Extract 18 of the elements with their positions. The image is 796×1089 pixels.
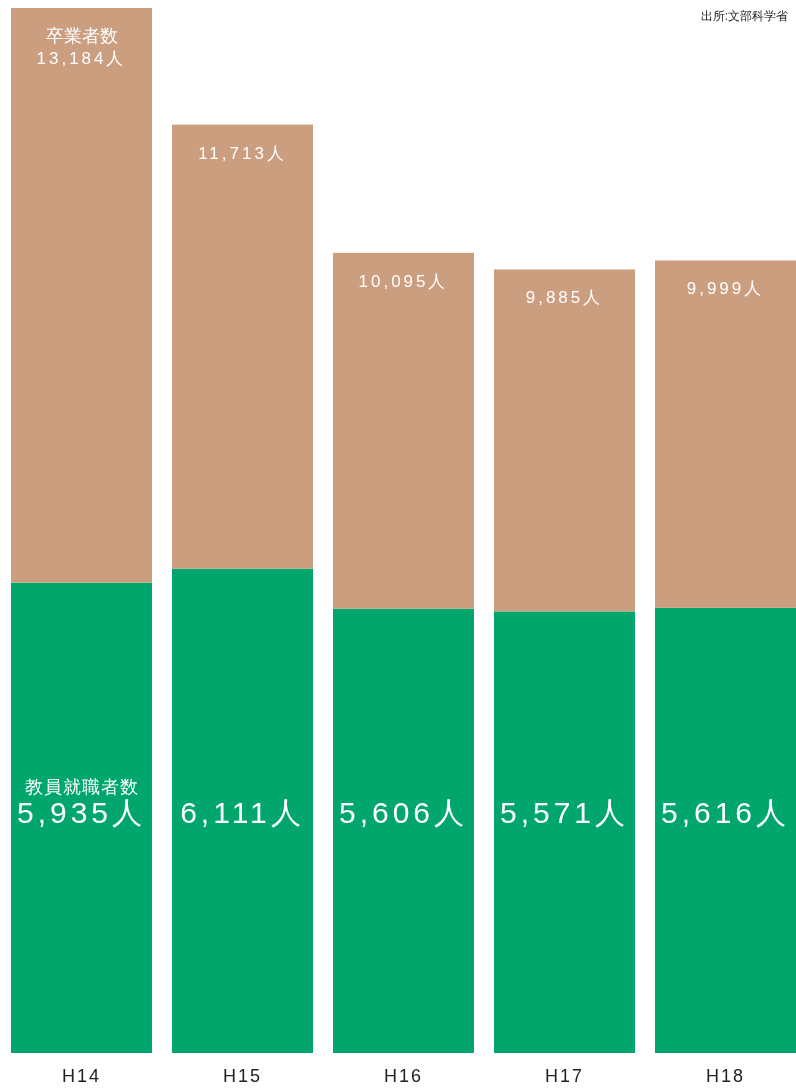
x-tick-label: H18: [705, 1066, 746, 1086]
data-label: 5,616人: [660, 796, 791, 829]
total-label: 10,095人: [358, 271, 449, 291]
x-tick-label: H15: [222, 1066, 263, 1086]
x-tick-label: H16: [383, 1066, 424, 1086]
total-label: 13,184人: [36, 49, 127, 68]
total-label: 9,999人: [686, 279, 765, 299]
x-tick-label: H14: [61, 1066, 102, 1086]
data-label: 5,935人: [16, 796, 147, 829]
data-label: 6,111人: [180, 796, 305, 829]
total-label: 9,885人: [525, 288, 604, 308]
data-label: 5,606人: [338, 796, 469, 829]
data-label: 5,571人: [499, 796, 630, 829]
annotation: 出所:文部科学省: [700, 9, 788, 23]
series-label: 教員就職者数: [24, 777, 139, 797]
total-label: 11,713人: [198, 143, 287, 163]
x-tick-label: H17: [544, 1066, 585, 1086]
series-label: 卒業者数: [45, 26, 118, 46]
